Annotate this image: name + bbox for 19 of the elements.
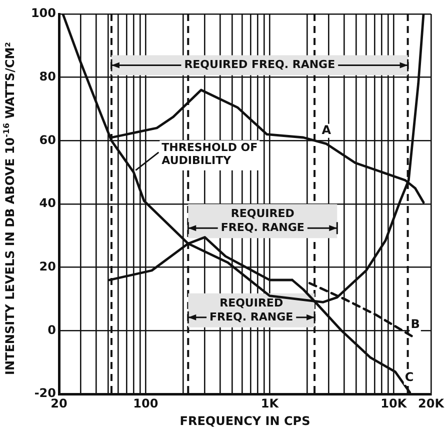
x-tick-label: 1K [260,396,280,410]
x-tick-label: 10K [380,396,408,410]
annotation: THRESHOLD OF AUDIBILITY [162,141,258,168]
series-label: A [322,122,332,137]
series-label: B [410,317,420,332]
y-tick-label: 60 [39,132,56,147]
y-tick-label: 40 [39,196,56,210]
band-label: REQUIRED FREQ. RANGE [220,206,304,234]
y-tick-label: 80 [39,69,56,84]
y-tick-label: 0 [48,322,56,337]
y-tick-label: 20 [39,259,56,274]
band-label: REQUIRED FREQ. RANGE [184,58,336,72]
y-tick-label: 100 [30,6,56,20]
x-axis-title: FREQUENCY IN CPS [180,414,310,428]
x-tick-label: 20K [418,396,445,410]
x-tick-label: 100 [133,396,158,410]
series-label: C [404,370,414,384]
x-tick-label: 20 [50,396,68,410]
band-label: REQUIRED FREQ. RANGE [210,296,294,324]
